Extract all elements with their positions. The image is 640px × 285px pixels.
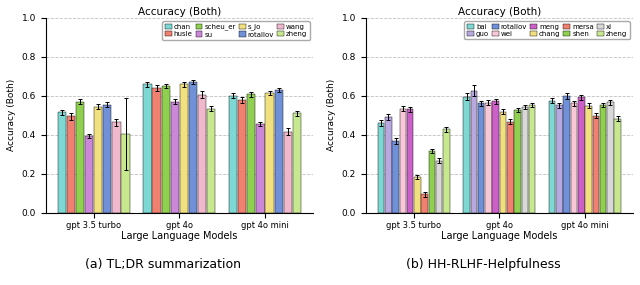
Bar xyxy=(593,116,599,213)
Bar xyxy=(478,103,484,213)
Bar xyxy=(122,134,130,213)
Text: (b) HH-RLHF-Helpfulness: (b) HH-RLHF-Helpfulness xyxy=(406,258,561,271)
Bar xyxy=(247,94,255,213)
Bar xyxy=(161,86,170,213)
Y-axis label: Accuracy (Both): Accuracy (Both) xyxy=(327,79,336,151)
Bar xyxy=(256,124,264,213)
Bar xyxy=(463,97,470,213)
Bar xyxy=(152,88,161,213)
Bar xyxy=(444,129,450,213)
Bar xyxy=(94,107,102,213)
Bar xyxy=(189,82,197,213)
Bar xyxy=(103,105,111,213)
Legend: bai, guo, rotallov, wei, meng, chang, mersa, shen, xi, zheng: bai, guo, rotallov, wei, meng, chang, me… xyxy=(465,21,630,39)
Bar xyxy=(378,123,384,213)
Bar xyxy=(514,110,521,213)
Bar xyxy=(58,112,66,213)
Bar xyxy=(549,101,556,213)
Bar xyxy=(492,101,499,213)
Bar xyxy=(578,97,584,213)
Bar xyxy=(198,95,206,213)
Bar xyxy=(470,91,477,213)
Bar xyxy=(275,90,283,213)
Bar xyxy=(229,96,237,213)
Bar xyxy=(607,103,614,213)
X-axis label: Large Language Models: Large Language Models xyxy=(121,231,237,241)
Bar xyxy=(421,194,428,213)
X-axis label: Large Language Models: Large Language Models xyxy=(441,231,557,241)
Bar xyxy=(529,105,535,213)
Bar xyxy=(571,103,577,213)
Bar xyxy=(414,177,420,213)
Bar xyxy=(85,136,93,213)
Bar xyxy=(143,84,152,213)
Bar xyxy=(500,112,506,213)
Y-axis label: Accuracy (Both): Accuracy (Both) xyxy=(7,79,16,151)
Bar xyxy=(507,122,513,213)
Bar xyxy=(113,122,120,213)
Text: (a) TL;DR summarization: (a) TL;DR summarization xyxy=(85,258,241,271)
Bar xyxy=(563,96,570,213)
Title: Accuracy (Both): Accuracy (Both) xyxy=(138,7,221,17)
Bar xyxy=(600,105,606,213)
Bar xyxy=(171,102,179,213)
Bar xyxy=(429,151,435,213)
Bar xyxy=(238,100,246,213)
Bar xyxy=(76,102,84,213)
Legend: chan, husle, scheu_er, su, s_jo, rotallov, wang, zheng: chan, husle, scheu_er, su, s_jo, rotallo… xyxy=(163,21,310,40)
Bar xyxy=(485,103,492,213)
Bar xyxy=(556,105,563,213)
Bar xyxy=(522,107,528,213)
Bar xyxy=(436,161,442,213)
Bar xyxy=(266,93,274,213)
Bar xyxy=(180,84,188,213)
Bar xyxy=(399,109,406,213)
Bar xyxy=(407,109,413,213)
Bar xyxy=(67,116,75,213)
Bar xyxy=(392,141,399,213)
Bar xyxy=(292,113,301,213)
Title: Accuracy (Both): Accuracy (Both) xyxy=(458,7,541,17)
Bar xyxy=(207,109,215,213)
Bar xyxy=(385,117,392,213)
Bar xyxy=(284,132,292,213)
Bar xyxy=(614,119,621,213)
Bar xyxy=(585,105,592,213)
